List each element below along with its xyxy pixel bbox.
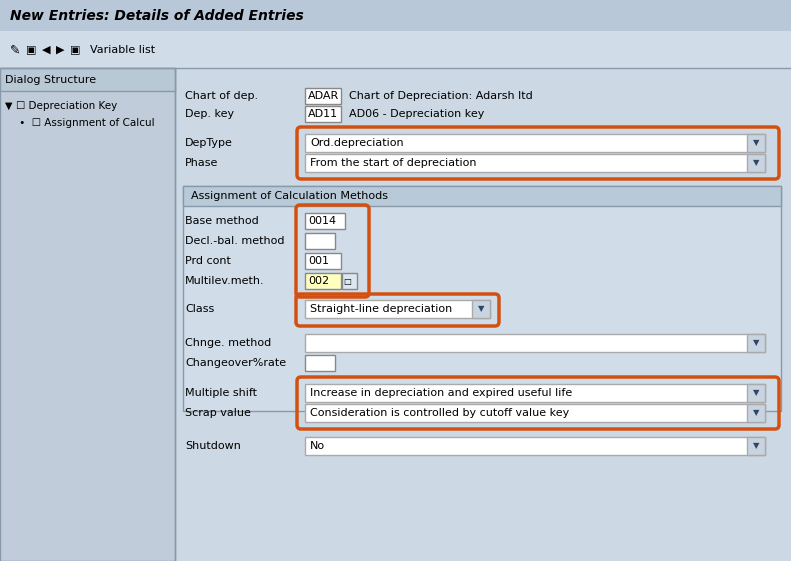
Bar bbox=[0, 68, 175, 561]
Text: Base method: Base method bbox=[185, 216, 259, 226]
Text: ▼: ▼ bbox=[753, 139, 759, 148]
Bar bbox=[305, 437, 765, 455]
Text: DepType: DepType bbox=[185, 138, 233, 148]
Bar bbox=[0, 31, 791, 68]
Text: No: No bbox=[310, 441, 325, 451]
Text: Decl.-bal. method: Decl.-bal. method bbox=[185, 236, 285, 246]
Text: Phase: Phase bbox=[185, 158, 218, 168]
Text: ▼: ▼ bbox=[753, 389, 759, 398]
Text: Consideration is controlled by cutoff value key: Consideration is controlled by cutoff va… bbox=[310, 408, 570, 418]
Text: Scrap value: Scrap value bbox=[185, 408, 251, 418]
Text: AD11: AD11 bbox=[308, 109, 338, 119]
Text: □: □ bbox=[343, 277, 351, 286]
Text: ▶: ▶ bbox=[56, 45, 65, 55]
Bar bbox=[183, 186, 781, 411]
Bar bbox=[747, 334, 765, 352]
Bar bbox=[305, 334, 765, 352]
Text: Shutdown: Shutdown bbox=[185, 441, 241, 451]
Text: Multilev.meth.: Multilev.meth. bbox=[185, 276, 265, 286]
Text: ▣: ▣ bbox=[70, 45, 81, 55]
Bar bbox=[305, 404, 765, 422]
Bar bbox=[747, 404, 765, 422]
Text: Multiple shift: Multiple shift bbox=[185, 388, 257, 398]
Text: ▼: ▼ bbox=[753, 338, 759, 347]
Text: Ord.depreciation: Ord.depreciation bbox=[310, 138, 403, 148]
Text: New Entries: Details of Added Entries: New Entries: Details of Added Entries bbox=[10, 9, 304, 23]
Bar bbox=[305, 273, 341, 289]
Text: Prd cont: Prd cont bbox=[185, 256, 231, 266]
Text: 0014: 0014 bbox=[308, 216, 336, 226]
Bar bbox=[747, 154, 765, 172]
Text: ✎: ✎ bbox=[10, 44, 21, 57]
Bar bbox=[342, 273, 357, 289]
Text: ▣: ▣ bbox=[26, 45, 36, 55]
Bar bbox=[305, 300, 490, 318]
Text: •  ☐ Assignment of Calcul: • ☐ Assignment of Calcul bbox=[16, 118, 154, 128]
Text: Chnge. method: Chnge. method bbox=[185, 338, 271, 348]
Text: Increase in depreciation and expired useful life: Increase in depreciation and expired use… bbox=[310, 388, 572, 398]
Bar bbox=[305, 106, 341, 122]
Text: ADAR: ADAR bbox=[308, 91, 339, 101]
Text: ◀: ◀ bbox=[42, 45, 51, 55]
Bar bbox=[305, 213, 345, 229]
Bar bbox=[305, 355, 335, 371]
Bar bbox=[183, 186, 781, 206]
Text: Variable list: Variable list bbox=[90, 45, 155, 55]
Text: Straight-line depreciation: Straight-line depreciation bbox=[310, 304, 452, 314]
Text: From the start of depreciation: From the start of depreciation bbox=[310, 158, 476, 168]
Bar bbox=[747, 134, 765, 152]
Text: AD06 - Depreciation key: AD06 - Depreciation key bbox=[349, 109, 484, 119]
Bar bbox=[305, 384, 765, 402]
Text: Dep. key: Dep. key bbox=[185, 109, 234, 119]
Text: ▼: ▼ bbox=[5, 101, 13, 111]
Bar bbox=[0, 0, 791, 31]
Text: ▼: ▼ bbox=[478, 305, 485, 314]
Text: ☐ Depreciation Key: ☐ Depreciation Key bbox=[16, 101, 117, 111]
Bar bbox=[175, 68, 791, 561]
Bar bbox=[305, 233, 335, 249]
Text: ▼: ▼ bbox=[753, 442, 759, 450]
Bar bbox=[305, 134, 765, 152]
Text: ▼: ▼ bbox=[753, 408, 759, 417]
Text: Class: Class bbox=[185, 304, 214, 314]
Text: Chart of dep.: Chart of dep. bbox=[185, 91, 258, 101]
Text: 001: 001 bbox=[308, 256, 329, 266]
Bar bbox=[747, 437, 765, 455]
Bar bbox=[472, 300, 490, 318]
Bar bbox=[0, 68, 175, 91]
Bar bbox=[305, 154, 765, 172]
Text: Assignment of Calculation Methods: Assignment of Calculation Methods bbox=[191, 191, 388, 201]
Text: 002: 002 bbox=[308, 276, 329, 286]
Text: Dialog Structure: Dialog Structure bbox=[5, 75, 97, 85]
Text: Chart of Depreciation: Adarsh ltd: Chart of Depreciation: Adarsh ltd bbox=[349, 91, 533, 101]
Bar bbox=[305, 253, 341, 269]
Text: Changeover%rate: Changeover%rate bbox=[185, 358, 286, 368]
Bar bbox=[747, 384, 765, 402]
Text: ▼: ▼ bbox=[753, 159, 759, 168]
Bar bbox=[305, 88, 341, 104]
